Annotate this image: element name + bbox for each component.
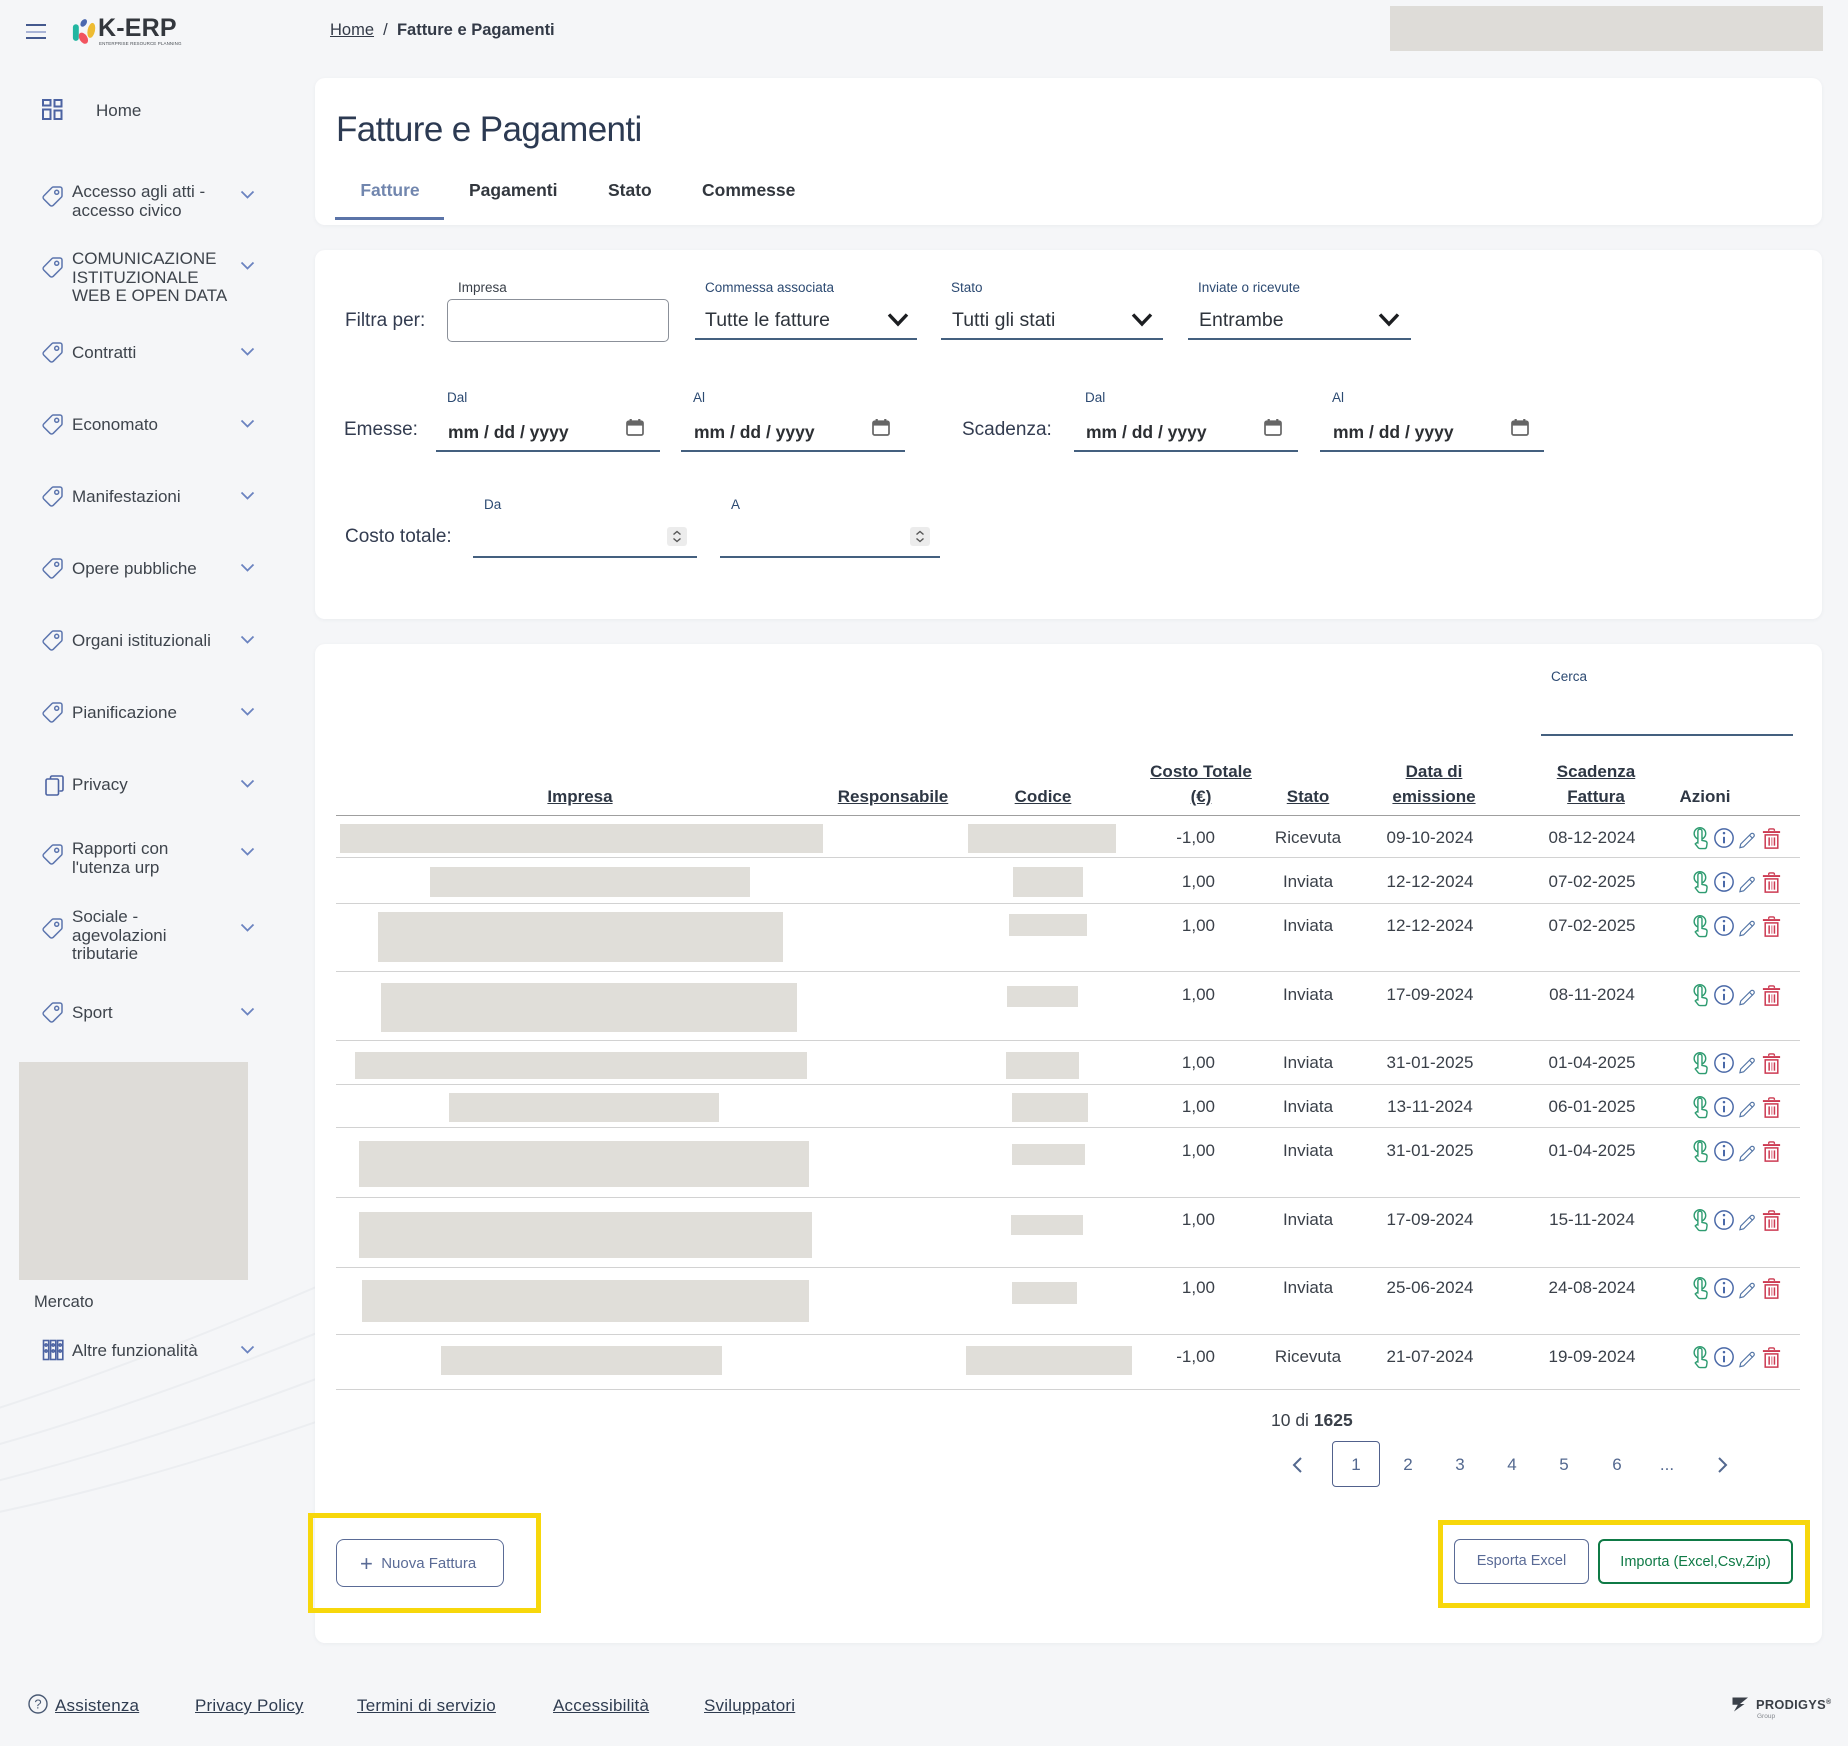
svg-text:?: ? (34, 1697, 41, 1712)
